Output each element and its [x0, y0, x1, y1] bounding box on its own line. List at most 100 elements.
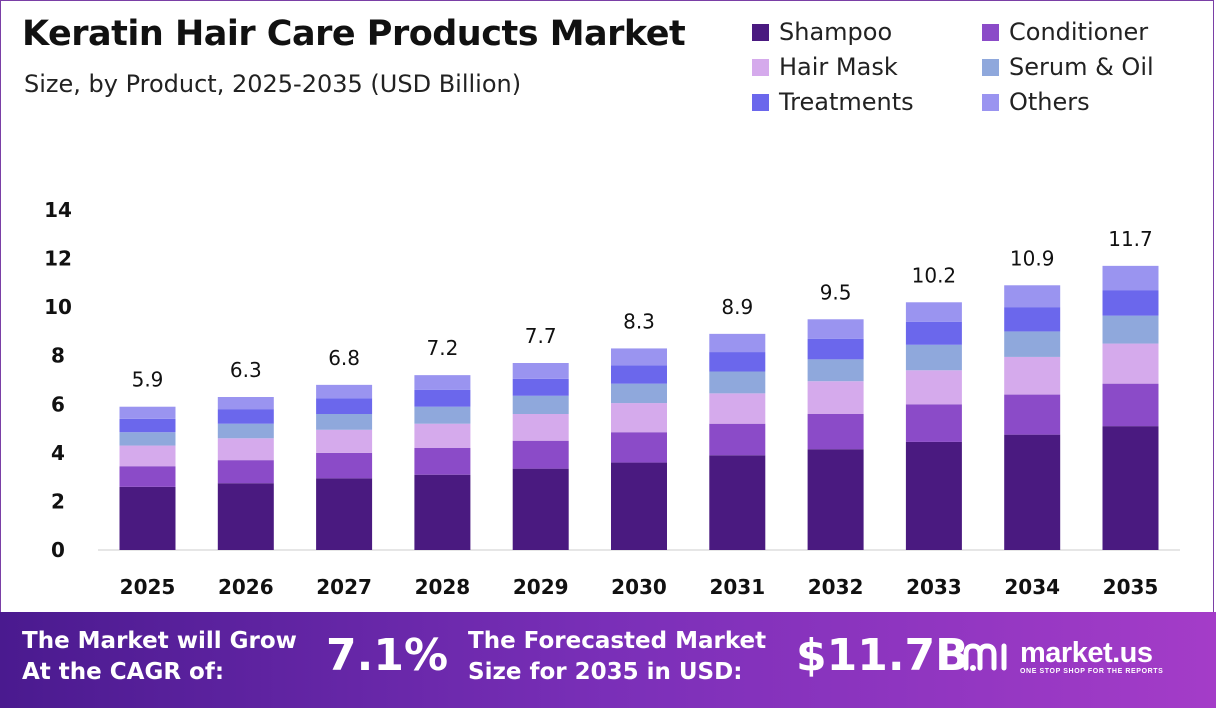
bar-segment-conditioner: [807, 414, 864, 450]
bar-segment-conditioner: [119, 466, 176, 487]
x-tick-label: 2026: [218, 575, 274, 599]
bar-total-label: 9.5: [820, 280, 852, 304]
x-tick-label: 2025: [120, 575, 176, 599]
legend-swatch: [982, 23, 999, 41]
x-tick-label: 2031: [709, 575, 765, 599]
bar-segment-shampoo: [709, 455, 766, 550]
bar-total-label: 7.2: [426, 336, 458, 360]
forecast-label-line1: The Forecasted Market: [468, 628, 767, 654]
bar-segment-hair-mask: [512, 414, 569, 441]
legend-item-shampoo: Shampoo: [752, 18, 892, 46]
bar-segment-treatments: [611, 365, 667, 384]
bar-segment-others: [1004, 285, 1061, 308]
bar-segment-treatments: [119, 418, 176, 433]
bar-segment-treatments: [316, 398, 373, 414]
bar-segment-serum-oil: [316, 414, 373, 430]
legend-swatch: [752, 93, 769, 111]
y-tick-label: 4: [51, 441, 65, 465]
bar-segment-treatments: [807, 338, 864, 360]
bar-segment-conditioner: [217, 460, 274, 484]
bar-segment-serum-oil: [512, 395, 569, 414]
bar-segment-shampoo: [119, 486, 176, 550]
bar-segment-conditioner: [709, 423, 766, 456]
bar-segment-hair-mask: [1102, 343, 1159, 384]
bar-segment-shampoo: [512, 468, 569, 550]
bar-segment-others: [807, 319, 864, 339]
bar-segment-others: [1102, 265, 1159, 291]
brand-tagline: ONE STOP SHOP FOR THE REPORTS: [1020, 668, 1164, 675]
x-tick-label: 2033: [906, 575, 962, 599]
y-tick-label: 6: [51, 392, 65, 416]
legend-label: Shampoo: [779, 18, 893, 46]
bar-segment-serum-oil: [1102, 315, 1159, 344]
bar-segment-hair-mask: [119, 445, 176, 467]
legend-label: Serum & Oil: [1009, 53, 1154, 81]
bar-segment-hair-mask: [1004, 356, 1061, 395]
bar-segment-treatments: [905, 321, 962, 345]
y-tick-label: 2: [51, 489, 65, 513]
bar-segment-serum-oil: [1004, 331, 1061, 357]
legend-label: Hair Mask: [779, 53, 898, 81]
bar-segment-others: [611, 348, 667, 366]
bar-total-label: 8.3: [623, 309, 655, 333]
bar-total-label: 10.9: [1010, 246, 1055, 270]
x-tick-label: 2029: [513, 575, 569, 599]
legend-label: Conditioner: [1009, 18, 1149, 46]
bar-segment-hair-mask: [807, 381, 864, 414]
bar-segment-others: [316, 384, 373, 399]
y-tick-label: 0: [51, 538, 65, 562]
legend-swatch: [752, 23, 769, 41]
bar-segment-shampoo: [611, 462, 667, 550]
bar-segment-shampoo: [316, 478, 373, 550]
brand-logo[interactable]: market.us ONE STOP SHOP FOR THE REPORTS: [962, 638, 1163, 675]
bar-segment-shampoo: [1004, 434, 1061, 550]
legend-swatch: [982, 58, 999, 76]
bar-segment-treatments: [1004, 307, 1061, 332]
bar-segment-shampoo: [414, 474, 471, 550]
legend-item-conditioner: Conditioner: [982, 18, 1148, 46]
bar-segment-shampoo: [1102, 426, 1159, 550]
bar-segment-serum-oil: [414, 406, 471, 424]
bar-total-label: 8.9: [721, 295, 753, 319]
bar-segment-conditioner: [1102, 383, 1159, 427]
bar-segment-conditioner: [414, 448, 471, 475]
bar-segment-shampoo: [807, 449, 864, 550]
bar-segment-conditioner: [512, 440, 569, 469]
bar-segment-hair-mask: [217, 438, 274, 461]
bar-segment-treatments: [217, 409, 274, 424]
forecast-label: The Forecasted Market Size for 2035 in U…: [468, 626, 766, 688]
stacked-bar-chart: 0 2 4 6 8 10 12 14 5.9 2025 6.3 2026 6.8 2027 7.2 2028 7…: [44, 198, 1180, 599]
y-tick-label: 14: [44, 198, 72, 222]
x-tick-label: 2032: [808, 575, 864, 599]
x-tick-label: 2027: [316, 575, 372, 599]
legend-label: Treatments: [779, 88, 914, 116]
cagr-label-line2: At the CAGR of:: [22, 659, 225, 685]
cagr-value: 7.1%: [326, 630, 449, 681]
forecast-label-line2: Size for 2035 in USD:: [468, 659, 743, 685]
bar-total-label: 6.8: [328, 346, 360, 370]
legend-swatch: [982, 93, 999, 111]
bar-total-label: 6.3: [230, 358, 262, 382]
bar-segment-conditioner: [905, 404, 962, 442]
bar-segment-conditioner: [316, 452, 373, 479]
x-tick-label: 2030: [611, 575, 667, 599]
legend-item-others: Others: [982, 88, 1090, 116]
cagr-label: The Market will Grow At the CAGR of:: [22, 626, 297, 688]
bar-segment-others: [905, 302, 962, 322]
cagr-label-line1: The Market will Grow: [22, 628, 297, 654]
bar-segment-hair-mask: [316, 429, 373, 453]
bar-segment-hair-mask: [414, 423, 471, 448]
bar-segment-conditioner: [1004, 394, 1061, 435]
legend-swatch: [752, 58, 769, 76]
bar-segment-treatments: [1102, 290, 1159, 316]
bar-segment-shampoo: [217, 483, 274, 550]
bar-segment-others: [414, 375, 471, 390]
bar-segment-others: [709, 333, 766, 353]
bar-total-label: 5.9: [132, 368, 164, 392]
bar-segment-hair-mask: [905, 370, 962, 405]
bar-total-label: 10.2: [912, 263, 957, 287]
bar-segment-serum-oil: [611, 383, 667, 404]
chart-title: Keratin Hair Care Products Market: [22, 14, 686, 54]
legend-item-treatments: Treatments: [752, 88, 914, 116]
brand-name: market.us: [1020, 637, 1153, 669]
